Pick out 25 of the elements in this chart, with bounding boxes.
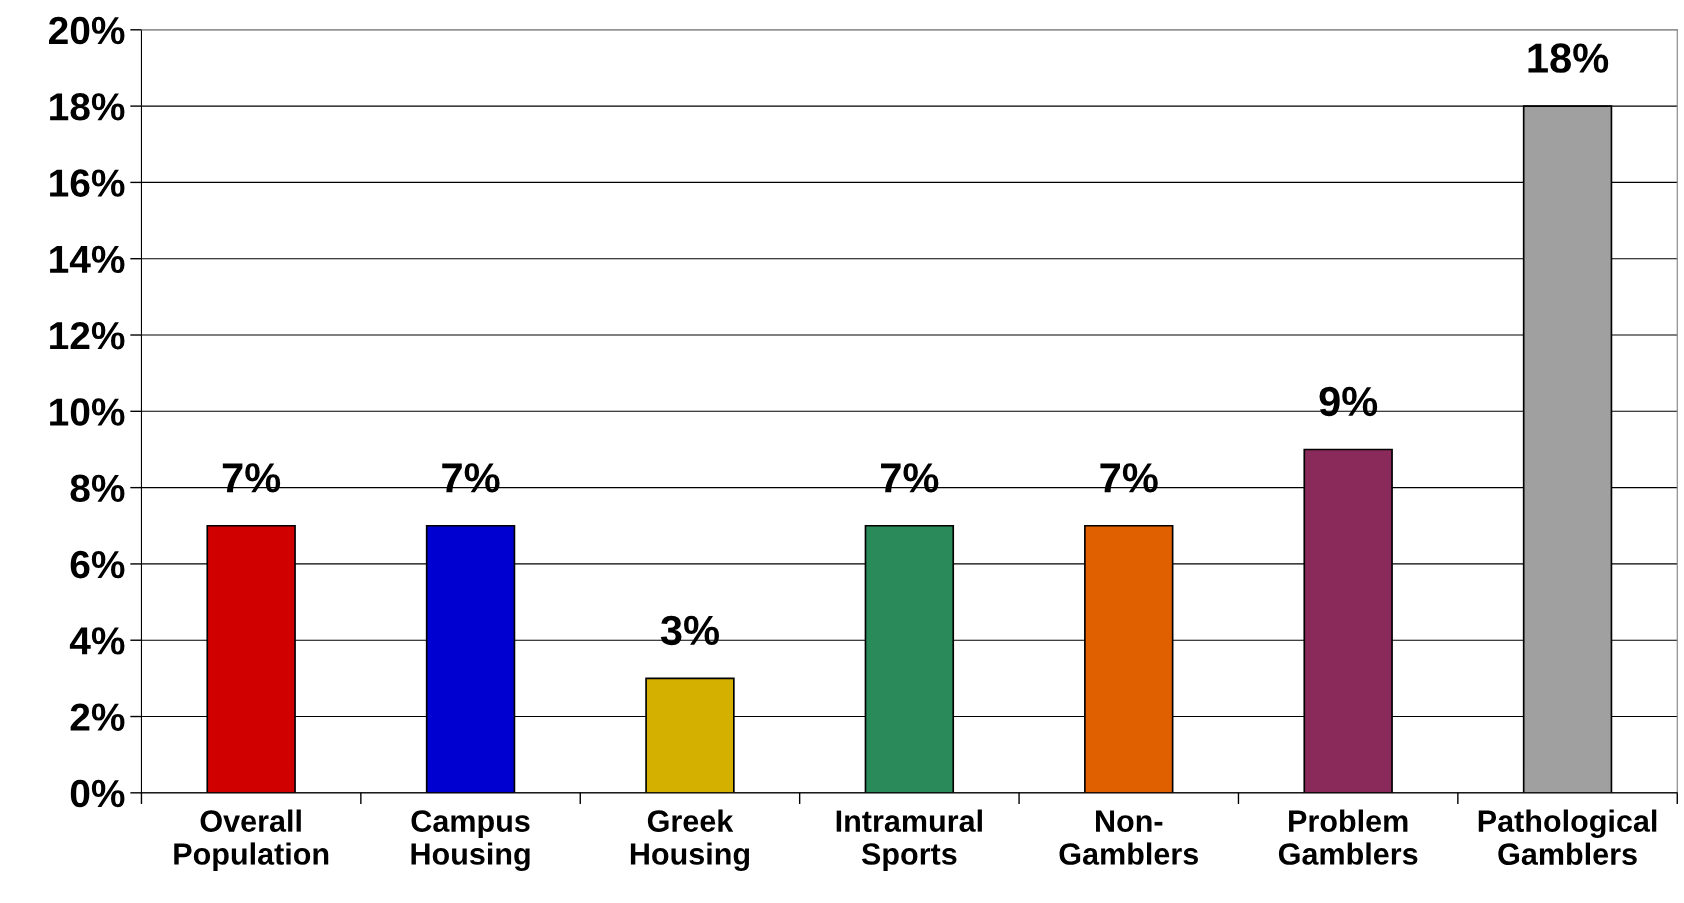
x-tick-label: Campus Housing xyxy=(411,810,530,872)
x-tick-label: Non- Gamblers xyxy=(1059,810,1198,865)
x-tick-label: Greek Housing xyxy=(630,809,750,872)
x-tick-label: Problem Gamblers xyxy=(1278,809,1418,865)
y-tick-label: 10% xyxy=(50,398,125,426)
x-tick-label: Intramural Sports xyxy=(836,809,982,871)
y-tick-label: 14% xyxy=(50,245,125,274)
data-label: 7% xyxy=(1100,463,1158,493)
y-tick-label: 4% xyxy=(69,627,125,655)
data-label: 7% xyxy=(222,463,281,493)
y-tick-label: 18% xyxy=(50,93,125,121)
y-tick-label: 20% xyxy=(49,16,125,45)
y-tick-label: 16% xyxy=(50,169,125,197)
y-tick-label: 6% xyxy=(70,550,125,579)
x-tick-label: Overall Population xyxy=(174,809,329,871)
x-tick-label: Pathological Gamblers xyxy=(1478,809,1657,865)
data-label: 7% xyxy=(442,463,500,493)
data-label: 7% xyxy=(881,463,939,493)
y-tick-label: 0% xyxy=(70,779,125,808)
y-tick-label: 12% xyxy=(50,321,125,350)
y-tick-label: 2% xyxy=(70,703,125,731)
data-label: 18% xyxy=(1528,43,1609,73)
data-label: 9% xyxy=(1319,386,1378,417)
y-tick-label: 8% xyxy=(70,474,125,503)
data-label: 3% xyxy=(660,615,719,646)
